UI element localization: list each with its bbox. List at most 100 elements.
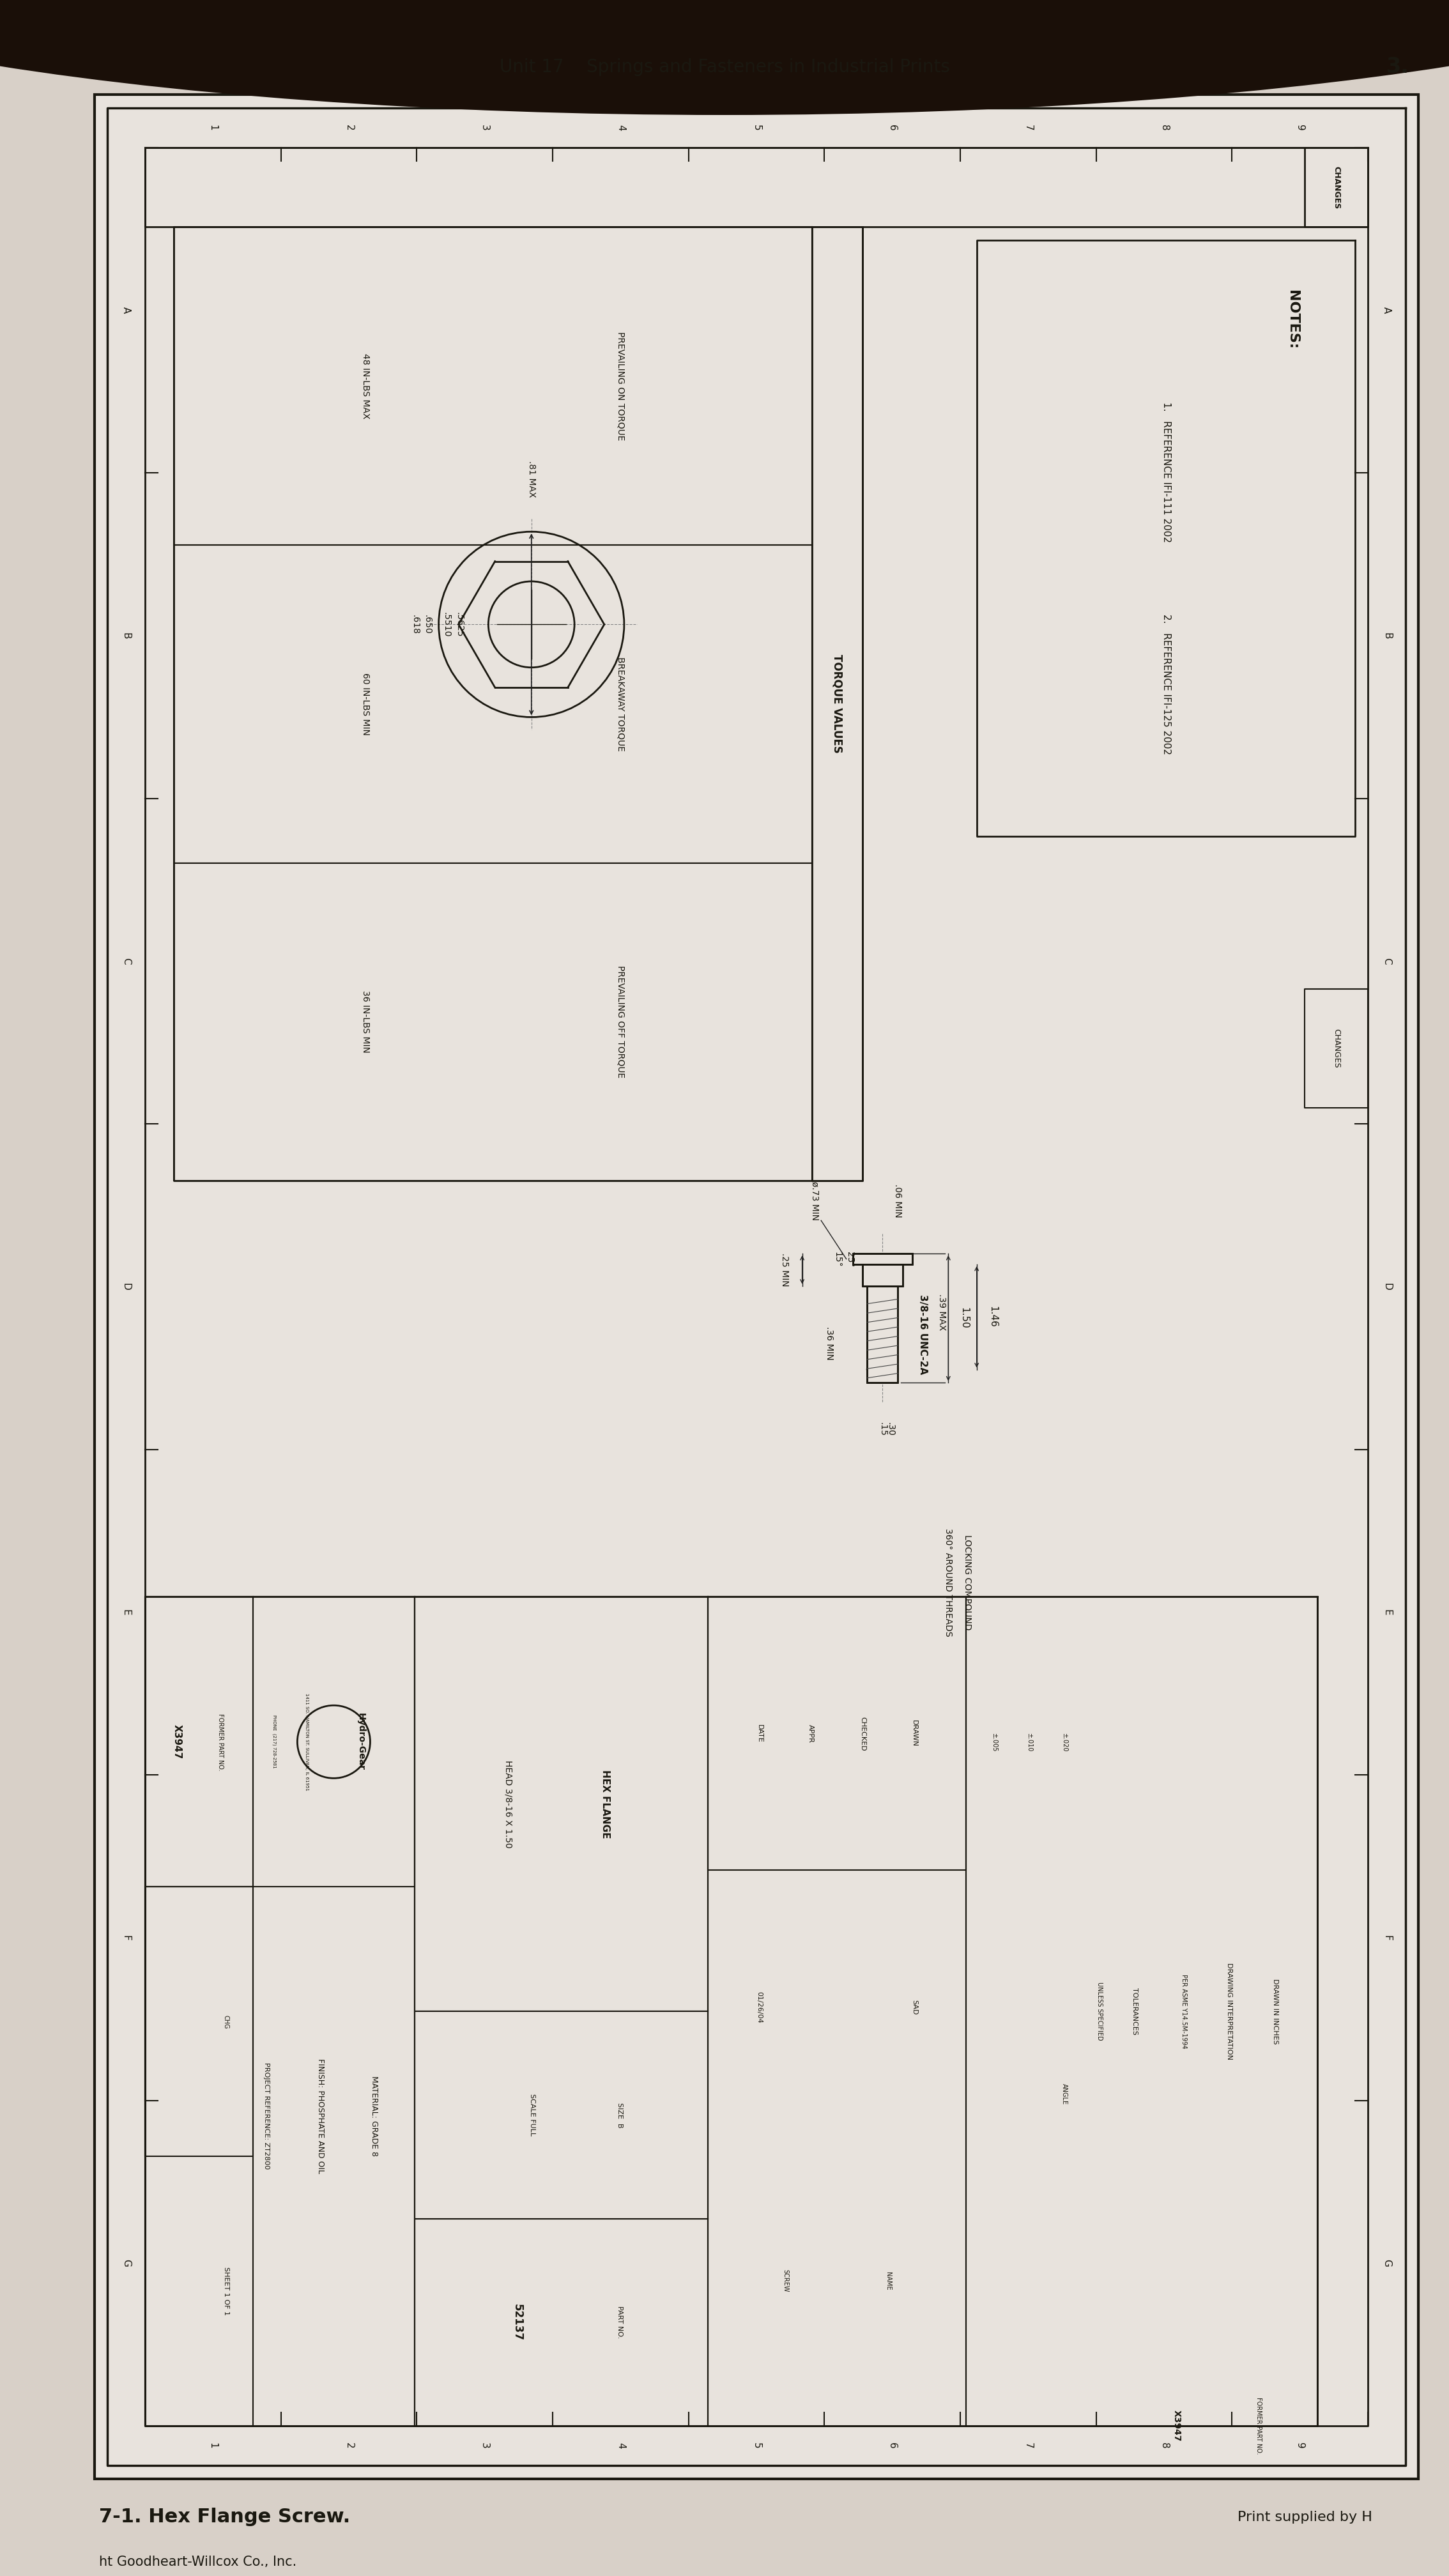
Text: 36 IN-LBS MIN: 36 IN-LBS MIN: [361, 992, 369, 1054]
Text: PREVAILING OFF TORQUE: PREVAILING OFF TORQUE: [616, 966, 625, 1079]
Text: .06 MIN: .06 MIN: [893, 1185, 901, 1218]
Text: 48 IN-LBS MAX: 48 IN-LBS MAX: [361, 353, 369, 420]
Text: 9: 9: [1295, 2442, 1304, 2450]
Text: A: A: [1382, 307, 1391, 314]
Text: SCREW: SCREW: [782, 2269, 788, 2293]
Text: F: F: [1382, 1935, 1391, 1940]
Text: 1: 1: [209, 2442, 217, 2450]
Text: DRAWN: DRAWN: [911, 1721, 917, 1747]
Text: SAD: SAD: [911, 1999, 917, 2014]
Text: 25°: 25°: [845, 1252, 855, 1267]
Text: C: C: [1382, 958, 1391, 963]
Text: 6: 6: [888, 2442, 897, 2450]
Text: .25 MIN: .25 MIN: [780, 1252, 790, 1285]
Text: 5: 5: [752, 2442, 761, 2450]
Text: D: D: [1382, 1283, 1391, 1291]
Text: Hydro-Gear: Hydro-Gear: [356, 1713, 365, 1770]
Text: APPR: APPR: [807, 1723, 814, 1744]
Text: ±.020: ±.020: [1061, 1734, 1068, 1752]
Text: 360° AROUND THREADS: 360° AROUND THREADS: [943, 1528, 953, 1636]
Text: SIZE  B: SIZE B: [617, 2102, 623, 2128]
Text: 3.: 3.: [1387, 57, 1410, 77]
Text: 6: 6: [888, 124, 897, 131]
Text: E: E: [122, 1610, 130, 1615]
Ellipse shape: [0, 0, 1449, 116]
Text: D: D: [122, 1283, 130, 1291]
Text: ht Goodheart-Willcox Co., Inc.: ht Goodheart-Willcox Co., Inc.: [99, 2555, 297, 2568]
Text: 2.   REFERENCE IFI-125 2002: 2. REFERENCE IFI-125 2002: [1162, 613, 1171, 755]
Text: F: F: [122, 1935, 130, 1940]
Text: PHONE  (217) 728-2581: PHONE (217) 728-2581: [272, 1716, 277, 1770]
Text: 1411 SO. HAMILTON ST. SULLIVAN, IL 61951: 1411 SO. HAMILTON ST. SULLIVAN, IL 61951: [304, 1692, 309, 1790]
Text: 52137: 52137: [511, 2303, 523, 2342]
Text: C: C: [122, 958, 130, 963]
Text: 3: 3: [480, 124, 490, 131]
Text: 4: 4: [616, 124, 626, 131]
Text: 2: 2: [343, 124, 354, 131]
Text: TORQUE VALUES: TORQUE VALUES: [832, 654, 843, 752]
Text: BREAKAWAY TORQUE: BREAKAWAY TORQUE: [616, 657, 625, 752]
Polygon shape: [862, 1265, 903, 1285]
Text: CHECKED: CHECKED: [859, 1716, 865, 1752]
Text: DRAWN IN INCHES: DRAWN IN INCHES: [1272, 1978, 1278, 2045]
Text: 3/8-16 UNC-2A: 3/8-16 UNC-2A: [919, 1293, 927, 1376]
Polygon shape: [867, 1285, 898, 1383]
Text: LOCKING COMPOUND: LOCKING COMPOUND: [962, 1535, 972, 1631]
Text: 8: 8: [1159, 124, 1169, 131]
Polygon shape: [852, 1255, 913, 1265]
Text: 4: 4: [616, 2442, 626, 2450]
Text: 7-1. Hex Flange Screw.: 7-1. Hex Flange Screw.: [99, 2509, 351, 2527]
Text: 1.50: 1.50: [959, 1309, 969, 1329]
Text: SCALE FULL: SCALE FULL: [529, 2094, 535, 2136]
Text: 7: 7: [1023, 2442, 1033, 2450]
Text: CHANGES: CHANGES: [1332, 165, 1340, 209]
Text: UNLESS SPECIFIED: UNLESS SPECIFIED: [1097, 1981, 1103, 2040]
Text: Print supplied by H: Print supplied by H: [1237, 2512, 1372, 2524]
Text: SHEET 1 OF 1: SHEET 1 OF 1: [223, 2267, 229, 2316]
Text: E: E: [1382, 1610, 1391, 1615]
Text: 7: 7: [1023, 124, 1033, 131]
Text: .36 MIN: .36 MIN: [824, 1327, 833, 1360]
Text: HEAD 3/8-16 X 1.50: HEAD 3/8-16 X 1.50: [504, 1759, 513, 1847]
Text: .618: .618: [410, 616, 419, 634]
Text: FORMER PART NO.: FORMER PART NO.: [1256, 2398, 1262, 2455]
Text: .5625: .5625: [455, 611, 464, 636]
Text: CHG: CHG: [223, 2014, 229, 2027]
Text: ±.005: ±.005: [991, 1734, 997, 1752]
Text: NOTES:: NOTES:: [1285, 291, 1298, 350]
Text: .15: .15: [878, 1422, 887, 1437]
Text: .81 MAX: .81 MAX: [527, 461, 536, 497]
Text: PART NO.: PART NO.: [617, 2306, 623, 2339]
Text: Unit 17    Springs and Fasteners in Industrial Prints: Unit 17 Springs and Fasteners in Industr…: [500, 59, 949, 77]
Text: B: B: [122, 631, 130, 639]
Text: G: G: [122, 2259, 130, 2267]
Text: 60 IN-LBS MIN: 60 IN-LBS MIN: [361, 672, 369, 734]
Text: CHANGES: CHANGES: [1332, 1028, 1340, 1069]
Text: 5: 5: [752, 124, 761, 131]
Text: MATERIAL: GRADE 8: MATERIAL: GRADE 8: [369, 2076, 378, 2156]
Text: PER ASME Y14.5M-1994: PER ASME Y14.5M-1994: [1181, 1973, 1187, 2048]
Text: 1: 1: [209, 124, 217, 131]
Text: B: B: [1382, 631, 1391, 639]
Text: X3947: X3947: [172, 1723, 183, 1759]
Text: X3947: X3947: [1172, 2411, 1181, 2442]
Text: 9: 9: [1295, 124, 1304, 131]
Text: DRAWING INTERPRETATION: DRAWING INTERPRETATION: [1226, 1963, 1233, 2061]
Text: 01/26/04: 01/26/04: [756, 1991, 762, 2022]
Text: 1.46: 1.46: [988, 1306, 997, 1327]
Text: 3: 3: [480, 2442, 490, 2450]
Text: DATE: DATE: [756, 1723, 762, 1744]
Text: ø.73 MIN: ø.73 MIN: [810, 1180, 819, 1221]
Text: 2: 2: [343, 2442, 354, 2450]
Text: A: A: [122, 307, 130, 314]
Text: NAME: NAME: [885, 2272, 891, 2290]
Text: 1.   REFERENCE IFI-111 2002: 1. REFERENCE IFI-111 2002: [1162, 402, 1171, 544]
Text: 8: 8: [1159, 2442, 1169, 2450]
Text: .30: .30: [885, 1422, 894, 1435]
Text: .39 MAX: .39 MAX: [938, 1293, 946, 1332]
Text: HEX FLANGE: HEX FLANGE: [600, 1770, 610, 1839]
Text: TOLERANCES: TOLERANCES: [1132, 1989, 1137, 2035]
Text: .650: .650: [423, 616, 432, 634]
Text: ±.010: ±.010: [1026, 1734, 1032, 1752]
Text: FORMER PART NO.: FORMER PART NO.: [217, 1713, 223, 1770]
